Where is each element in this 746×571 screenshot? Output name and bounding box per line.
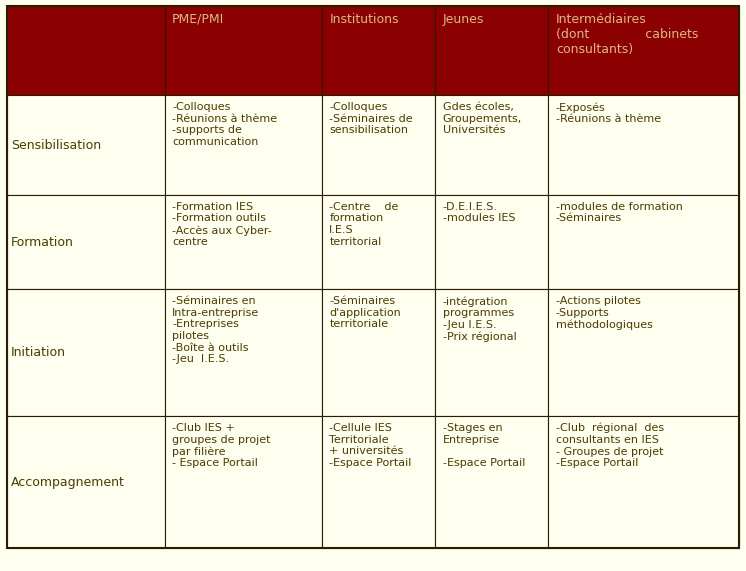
Text: Institutions: Institutions (329, 13, 399, 26)
Bar (165, 416, 322, 548)
Bar (7, 289, 165, 416)
Bar (322, 6, 435, 95)
Bar (7, 416, 165, 548)
Text: -D.E.I.E.S.
-modules IES: -D.E.I.E.S. -modules IES (442, 202, 515, 223)
Bar (548, 289, 739, 416)
Bar (548, 95, 739, 195)
Bar (435, 95, 548, 195)
Text: PME/PMI: PME/PMI (172, 13, 225, 26)
Text: Jeunes: Jeunes (442, 13, 484, 26)
Bar (165, 95, 322, 195)
Text: -Stages en
Entreprise

-Espace Portail: -Stages en Entreprise -Espace Portail (442, 423, 525, 468)
Text: -Colloques
-Réunions à thème
-supports de
communication: -Colloques -Réunions à thème -supports d… (172, 102, 278, 147)
Text: Formation: Formation (11, 236, 74, 248)
Bar (435, 195, 548, 289)
Text: Intermédiaires
(dont              cabinets
consultants): Intermédiaires (dont cabinets consultant… (556, 13, 698, 55)
Text: -Centre    de
formation
I.E.S
territorial: -Centre de formation I.E.S territorial (329, 202, 398, 247)
Bar (435, 6, 548, 95)
Text: -Séminaires
d'application
territoriale: -Séminaires d'application territoriale (329, 296, 401, 329)
Text: -Actions pilotes
-Supports
méthodologiques: -Actions pilotes -Supports méthodologiqu… (556, 296, 653, 330)
Text: -intégration
programmes
-Jeu I.E.S.
-Prix régional: -intégration programmes -Jeu I.E.S. -Pri… (442, 296, 516, 342)
Bar (7, 195, 165, 289)
Bar (7, 95, 165, 195)
Text: -Exposés
-Réunions à thème: -Exposés -Réunions à thème (556, 102, 661, 124)
Text: -Cellule IES
Territoriale
+ universités
-Espace Portail: -Cellule IES Territoriale + universités … (329, 423, 412, 468)
Text: -Club  régional  des
consultants en IES
- Groupes de projet
-Espace Portail: -Club régional des consultants en IES - … (556, 423, 664, 468)
Text: -Club IES +
groupes de projet
par filière
- Espace Portail: -Club IES + groupes de projet par filièr… (172, 423, 271, 468)
Bar (165, 289, 322, 416)
Bar (165, 6, 322, 95)
Text: Sensibilisation: Sensibilisation (11, 139, 101, 151)
Text: Initiation: Initiation (11, 346, 66, 359)
Bar (322, 195, 435, 289)
Text: Gdes écoles,
Groupements,
Universités: Gdes écoles, Groupements, Universités (442, 102, 522, 135)
Text: -Séminaires en
Intra-entreprise
-Entreprises
pilotes
-Boîte à outils
-Jeu  I.E.S: -Séminaires en Intra-entreprise -Entrepr… (172, 296, 260, 364)
Text: -modules de formation
-Séminaires: -modules de formation -Séminaires (556, 202, 683, 223)
Bar (548, 6, 739, 95)
Bar (7, 6, 165, 95)
Bar (322, 95, 435, 195)
Text: -Colloques
-Séminaires de
sensibilisation: -Colloques -Séminaires de sensibilisatio… (329, 102, 413, 135)
Bar (435, 416, 548, 548)
Bar (548, 416, 739, 548)
Bar (548, 195, 739, 289)
Text: Accompagnement: Accompagnement (11, 476, 125, 489)
Bar (435, 289, 548, 416)
Bar (322, 289, 435, 416)
Bar (165, 195, 322, 289)
Text: -Formation IES
-Formation outils
-Accès aux Cyber-
centre: -Formation IES -Formation outils -Accès … (172, 202, 272, 247)
Bar (322, 416, 435, 548)
